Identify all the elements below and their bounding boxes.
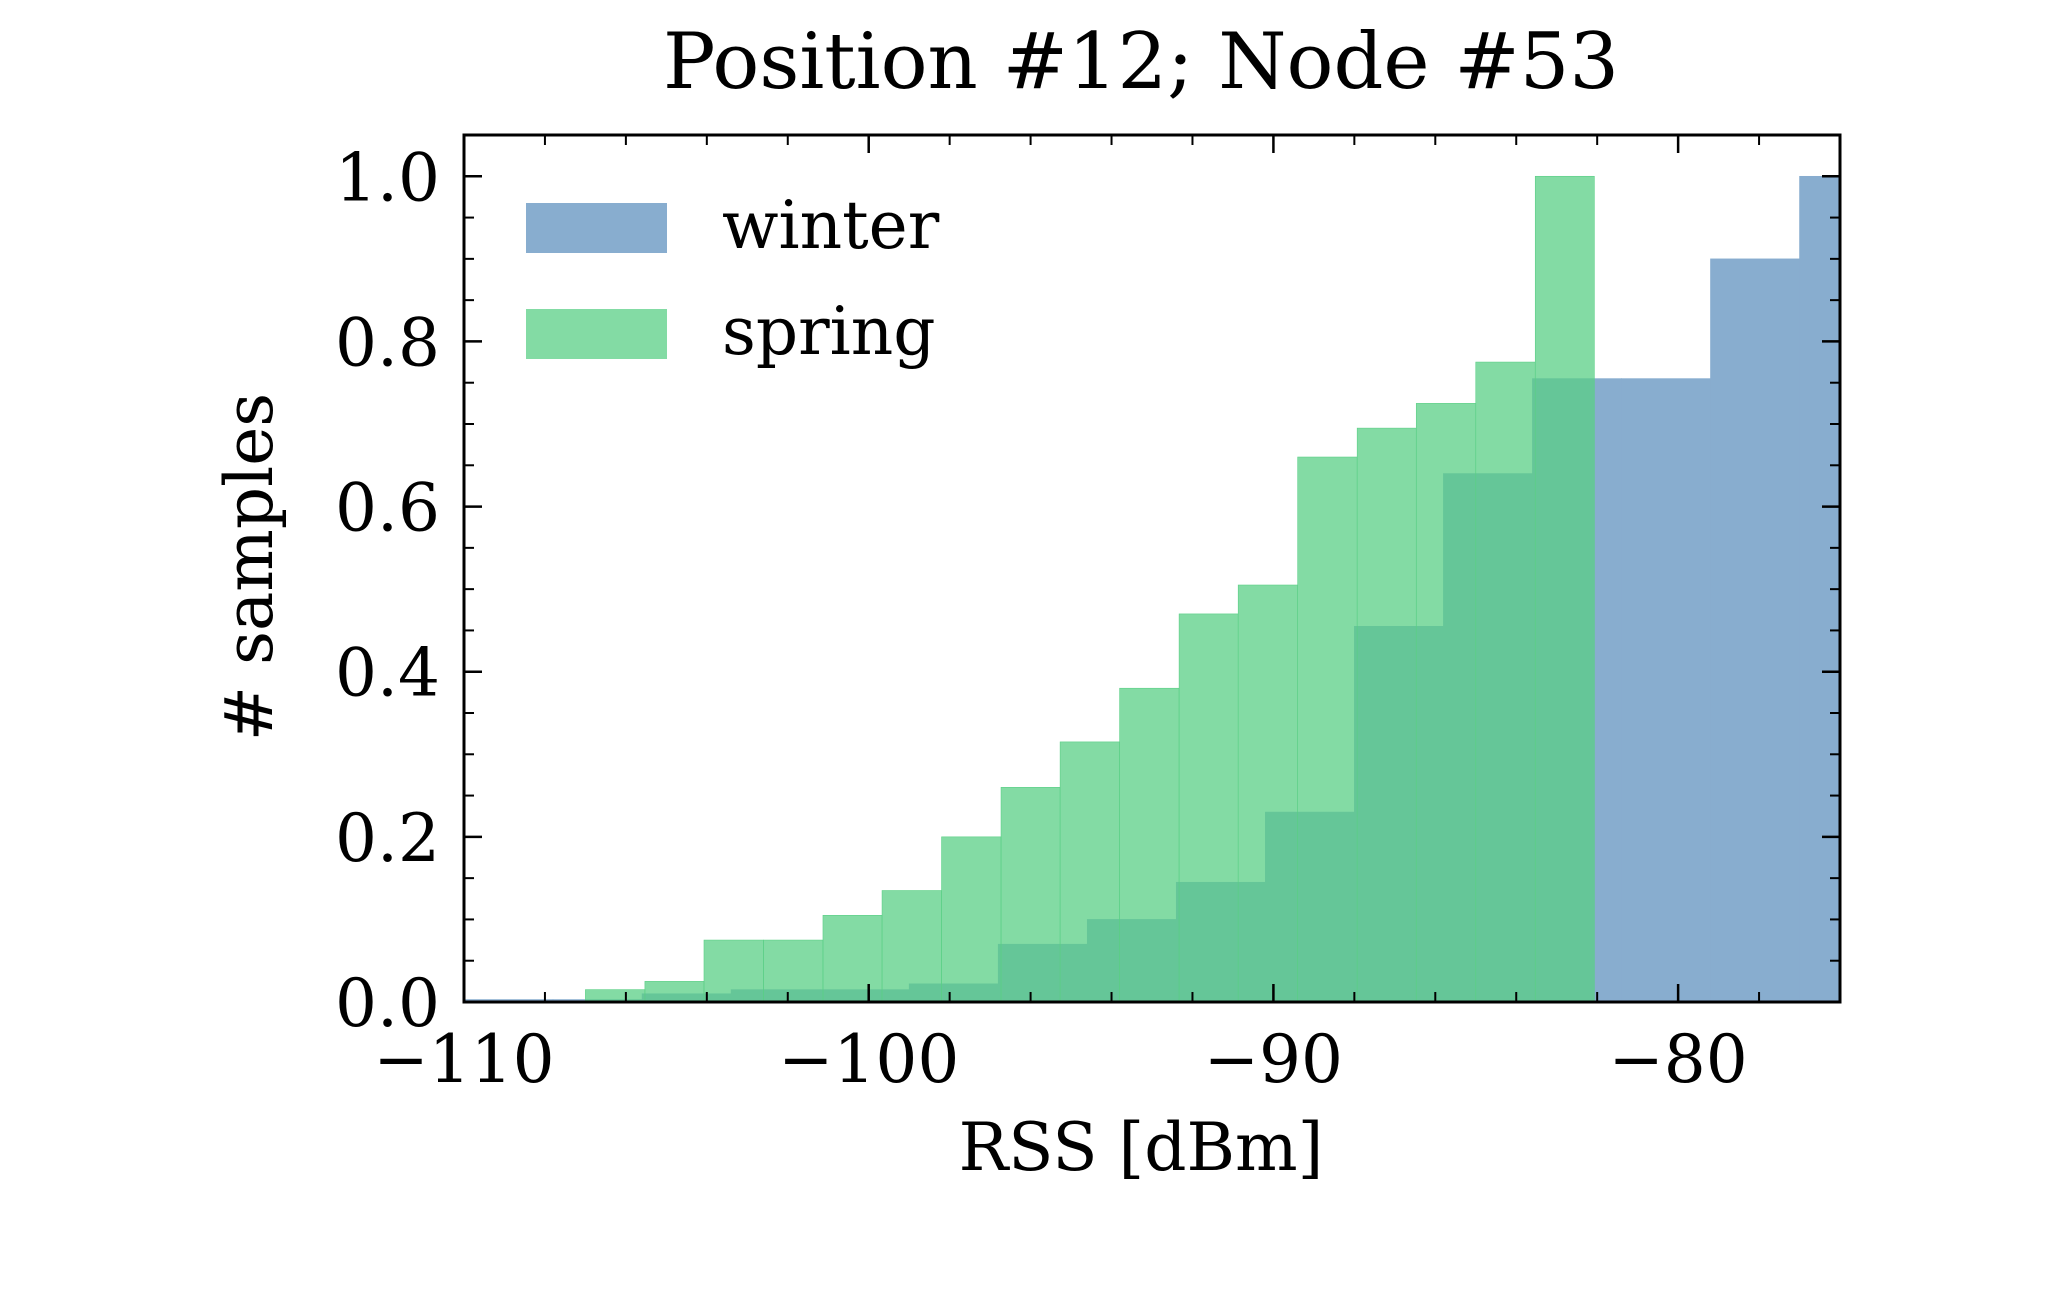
axes-layer: −110 −100 −90 −80 0.0 0.2 0.4 0.6 0.8 1.0	[335, 133, 1842, 1098]
y-tick-label: 0.6	[335, 470, 440, 547]
bar-winter-14	[1710, 258, 1800, 1002]
plot-frame	[462, 133, 1842, 1004]
x-tick-label: −90	[1204, 1021, 1343, 1098]
legend-swatch-spring	[526, 309, 667, 359]
bar-spring-6	[941, 836, 1002, 1002]
bar-winter-13	[1621, 378, 1711, 1002]
bar-spring-13	[1356, 427, 1417, 1002]
legend-label-winter: winter	[722, 187, 940, 264]
series-spring	[585, 175, 1595, 1002]
bar-spring-9	[1119, 687, 1180, 1002]
bar-spring-16	[1534, 175, 1595, 1002]
bar-spring-1	[644, 981, 705, 1002]
chart-title: Position #12; Node #53	[663, 17, 1619, 107]
bar-spring-12	[1297, 456, 1358, 1002]
legend-label-spring: spring	[722, 293, 936, 370]
x-tick-label: −110	[373, 1021, 554, 1098]
bars-layer	[464, 175, 1840, 1002]
bar-spring-4	[822, 914, 883, 1002]
bar-winter-15	[1799, 175, 1840, 1002]
bar-spring-3	[763, 939, 824, 1002]
bar-spring-7	[1000, 787, 1061, 1002]
legend: winter spring	[526, 187, 940, 370]
bar-spring-0	[585, 989, 646, 1002]
y-axis-label: # samples	[211, 393, 288, 741]
y-tick-label: 0.4	[335, 635, 440, 712]
legend-swatch-winter	[526, 203, 667, 253]
y-tick-label: 0.2	[335, 800, 440, 877]
y-tick-label: 1.0	[335, 139, 440, 216]
x-tick-label: −80	[1608, 1021, 1747, 1098]
bar-spring-11	[1237, 584, 1298, 1002]
bar-spring-15	[1475, 361, 1536, 1002]
bar-spring-2	[703, 939, 764, 1002]
y-tick-label: 0.8	[335, 304, 440, 381]
bar-spring-10	[1178, 613, 1239, 1002]
bar-spring-14	[1415, 403, 1477, 1002]
x-tick-label: −100	[778, 1021, 959, 1098]
bar-spring-8	[1059, 741, 1120, 1002]
x-axis-label: RSS [dBm]	[959, 1109, 1324, 1186]
bar-spring-5	[881, 890, 942, 1002]
y-tick-label: 0.0	[335, 965, 440, 1042]
